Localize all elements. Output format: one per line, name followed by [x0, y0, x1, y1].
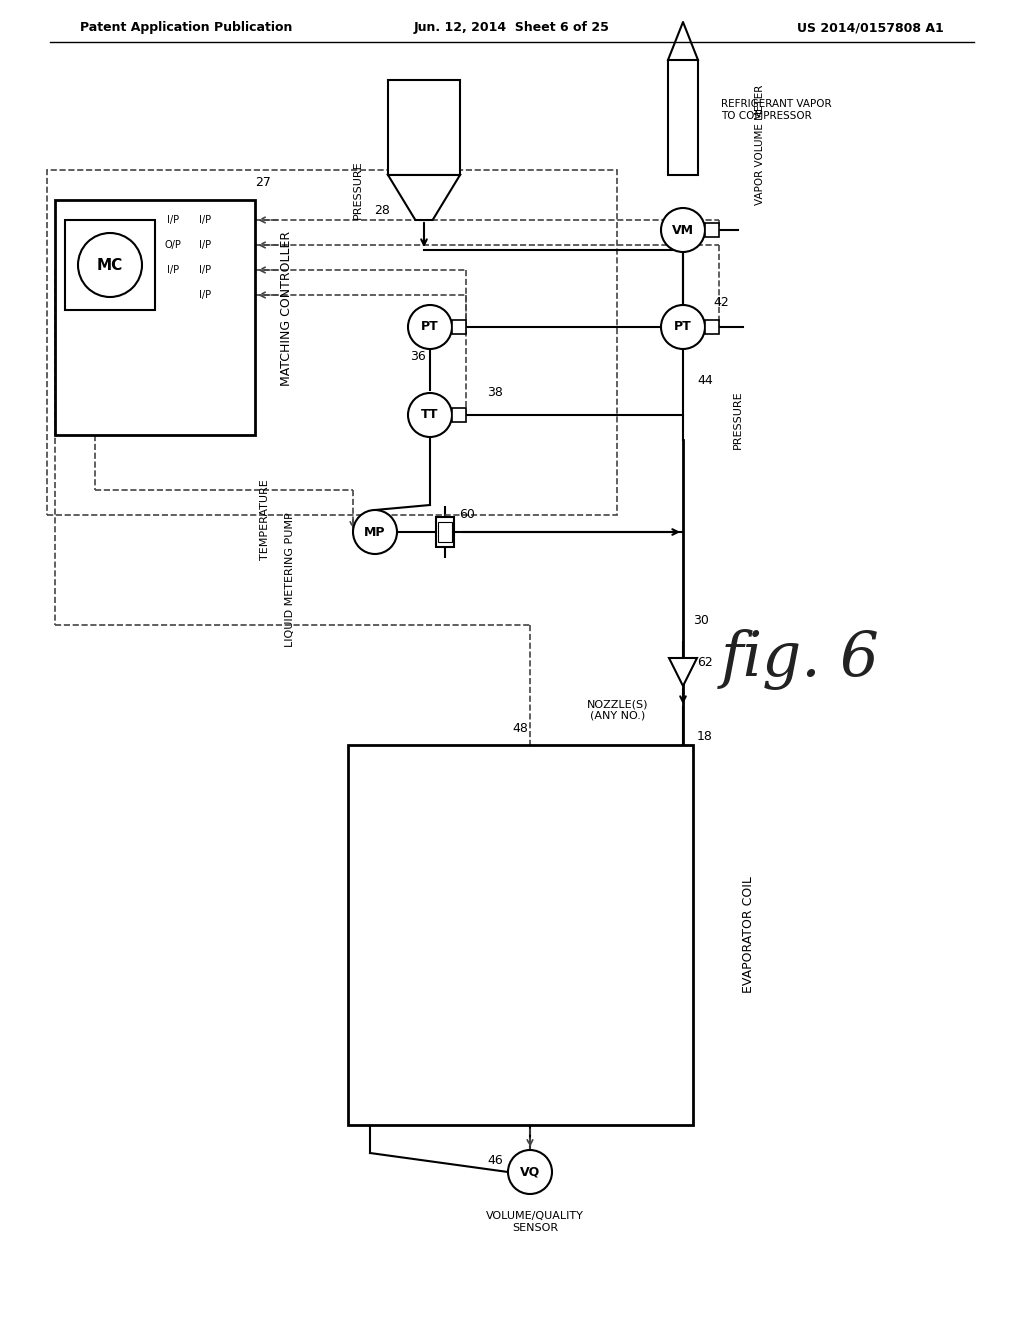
Text: VOLUME/QUALITY
SENSOR: VOLUME/QUALITY SENSOR: [486, 1212, 584, 1233]
Bar: [348, 744, 693, 1125]
Text: 28: 28: [374, 203, 390, 216]
Circle shape: [408, 305, 452, 348]
Bar: [55, 201, 255, 436]
Text: TT: TT: [421, 408, 438, 421]
Text: I/P: I/P: [199, 215, 211, 224]
Bar: [438, 521, 452, 543]
Circle shape: [408, 393, 452, 437]
Text: PT: PT: [674, 321, 692, 334]
Text: 48: 48: [513, 722, 528, 735]
Text: 42: 42: [713, 296, 729, 309]
Circle shape: [353, 510, 397, 554]
Text: REFRIGERANT VAPOR
TO COMPRESSOR: REFRIGERANT VAPOR TO COMPRESSOR: [721, 99, 831, 121]
Text: O/P: O/P: [165, 240, 181, 249]
Text: VQ: VQ: [520, 1166, 540, 1179]
Text: Patent Application Publication: Patent Application Publication: [80, 21, 293, 34]
Text: fig. 6: fig. 6: [721, 630, 880, 690]
Text: PRESSURE: PRESSURE: [353, 161, 362, 219]
Text: I/P: I/P: [199, 240, 211, 249]
Text: 36: 36: [411, 351, 426, 363]
Text: MC: MC: [97, 257, 123, 272]
Bar: [65, 220, 155, 310]
Text: LIQUID METERING PUMP: LIQUID METERING PUMP: [285, 512, 295, 647]
Text: 44: 44: [697, 374, 713, 387]
Text: VM: VM: [672, 223, 694, 236]
Text: 30: 30: [693, 614, 709, 627]
Bar: [452, 408, 466, 422]
Text: I/P: I/P: [199, 290, 211, 300]
Polygon shape: [388, 176, 460, 220]
Bar: [47, 170, 617, 515]
Bar: [705, 319, 719, 334]
Text: 60: 60: [459, 507, 475, 520]
Circle shape: [662, 305, 705, 348]
Text: I/P: I/P: [199, 265, 211, 275]
Text: 27: 27: [255, 176, 271, 189]
Text: I/P: I/P: [167, 265, 179, 275]
Text: MP: MP: [365, 525, 386, 539]
Circle shape: [662, 209, 705, 252]
Text: 62: 62: [697, 656, 713, 668]
Text: EVAPORATOR COIL: EVAPORATOR COIL: [741, 876, 755, 994]
Text: Jun. 12, 2014  Sheet 6 of 25: Jun. 12, 2014 Sheet 6 of 25: [414, 21, 610, 34]
Bar: [388, 81, 460, 176]
Polygon shape: [669, 657, 697, 686]
Text: VAPOR VOLUME METER: VAPOR VOLUME METER: [755, 84, 765, 205]
Text: 18: 18: [697, 730, 713, 743]
Text: 38: 38: [487, 385, 503, 399]
Text: US 2014/0157808 A1: US 2014/0157808 A1: [798, 21, 944, 34]
Circle shape: [508, 1150, 552, 1195]
Text: PT: PT: [421, 321, 439, 334]
Text: LIQUID
REFRIGERANT
SUPPLY: LIQUID REFRIGERANT SUPPLY: [390, 111, 458, 144]
Bar: [452, 319, 466, 334]
Text: I/P: I/P: [167, 215, 179, 224]
Text: MATCHING CONTROLLER: MATCHING CONTROLLER: [281, 231, 294, 385]
Circle shape: [78, 234, 142, 297]
Text: PRESSURE: PRESSURE: [733, 391, 743, 449]
Text: 46: 46: [487, 1154, 503, 1167]
Bar: [436, 517, 454, 546]
Bar: [668, 59, 698, 176]
Text: NOZZLE(S)
(ANY NO.): NOZZLE(S) (ANY NO.): [587, 700, 649, 721]
Text: TEMPERATURE: TEMPERATURE: [260, 479, 270, 561]
Bar: [705, 223, 719, 238]
